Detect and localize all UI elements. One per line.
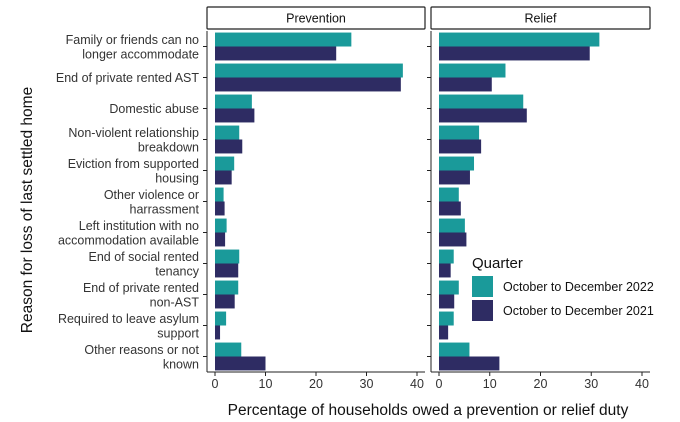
y-axis-title-group: Reason for loss of last settled home bbox=[19, 87, 36, 333]
bar-prevention-2022-5 bbox=[215, 156, 235, 171]
category-label-3: Domestic abuse bbox=[109, 102, 199, 116]
x-tick-label-prevention-10: 10 bbox=[259, 377, 273, 391]
bar-prevention-2022-9 bbox=[215, 280, 239, 295]
bar-relief-2021-8 bbox=[439, 263, 451, 278]
bar-relief-2021-11 bbox=[439, 356, 500, 371]
bar-prevention-2021-4 bbox=[215, 139, 243, 154]
category-label-11-line-2: known bbox=[163, 357, 199, 371]
bar-relief-2021-2 bbox=[439, 77, 492, 92]
category-label-8-line-2: tenancy bbox=[155, 264, 200, 278]
category-label-2: End of private rented AST bbox=[56, 71, 200, 85]
category-label-7-line-2: accommodation available bbox=[58, 233, 199, 247]
plot-area: Prevention 0 10 20 30 40 Family or friends can… bbox=[56, 6, 651, 391]
legend-label-2: October to December 2021 bbox=[503, 304, 654, 318]
bar-prevention-2021-10 bbox=[215, 325, 221, 340]
y-axis-title: Reason for loss of last settled home bbox=[19, 87, 36, 333]
strip-prevention bbox=[206, 6, 426, 30]
x-tick-label-relief-30: 30 bbox=[584, 377, 598, 391]
bar-relief-2022-1 bbox=[439, 32, 600, 47]
category-label-5-line-1: Eviction from supported bbox=[68, 157, 199, 171]
bar-prevention-2021-2 bbox=[215, 77, 401, 92]
category-label-7-line-1: Left institution with no bbox=[79, 219, 199, 233]
category-label-11-line-1: Other reasons or not bbox=[84, 343, 199, 357]
category-label-6-line-2: harrassment bbox=[130, 202, 200, 216]
bar-prevention-2022-1 bbox=[215, 32, 352, 47]
legend: Quarter October to December 2022 October … bbox=[472, 255, 654, 321]
category-label-5-line-2: housing bbox=[155, 171, 199, 185]
bar-prevention-2022-3 bbox=[215, 94, 252, 109]
bar-prevention-2021-1 bbox=[215, 46, 337, 61]
bar-prevention-2021-5 bbox=[215, 170, 232, 185]
bar-prevention-2022-4 bbox=[215, 125, 240, 140]
category-label-1-line-1: Family or friends can no bbox=[66, 33, 199, 47]
bar-relief-2022-11 bbox=[439, 342, 470, 357]
bar-prevention-2021-6 bbox=[215, 201, 225, 216]
bar-relief-2021-10 bbox=[439, 325, 449, 340]
strip-label-relief: Relief bbox=[525, 12, 557, 26]
x-tick-label-prevention-20: 20 bbox=[309, 377, 323, 391]
category-label-10-line-1: Required to leave asylum bbox=[58, 312, 199, 326]
bar-prevention-2021-3 bbox=[215, 108, 255, 123]
bar-prevention-2022-7 bbox=[215, 218, 227, 233]
bar-relief-2021-6 bbox=[439, 201, 461, 216]
x-tick-label-relief-0: 0 bbox=[436, 377, 443, 391]
bar-relief-2022-2 bbox=[439, 63, 506, 78]
bar-prevention-2022-6 bbox=[215, 187, 224, 202]
x-tick-label-relief-10: 10 bbox=[483, 377, 497, 391]
legend-key-1 bbox=[472, 276, 493, 297]
x-tick-label-relief-20: 20 bbox=[534, 377, 548, 391]
bar-relief-2021-7 bbox=[439, 232, 467, 247]
bar-relief-2022-8 bbox=[439, 249, 454, 264]
strip-label-prevention: Prevention bbox=[286, 12, 346, 26]
category-label-8-line-1: End of social rented bbox=[89, 250, 200, 264]
bar-prevention-2021-9 bbox=[215, 294, 235, 309]
bar-relief-2021-1 bbox=[439, 46, 590, 61]
bar-relief-2021-5 bbox=[439, 170, 470, 185]
bar-prevention-2021-8 bbox=[215, 263, 239, 278]
category-label-6-line-1: Other violence or bbox=[104, 188, 199, 202]
x-tick-label-prevention-30: 30 bbox=[360, 377, 374, 391]
bar-prevention-2022-10 bbox=[215, 311, 227, 326]
legend-title: Quarter bbox=[472, 255, 523, 272]
legend-key-2 bbox=[472, 300, 493, 321]
bar-relief-2022-5 bbox=[439, 156, 475, 171]
bar-prevention-2022-11 bbox=[215, 342, 242, 357]
category-label-4-line-1: Non-violent relationship bbox=[68, 126, 199, 140]
bar-prevention-2022-2 bbox=[215, 63, 403, 78]
x-tick-label-relief-40: 40 bbox=[635, 377, 649, 391]
bar-prevention-2022-8 bbox=[215, 249, 240, 264]
x-axis-title: Percentage of households owed a preventi… bbox=[228, 402, 629, 419]
bar-relief-2022-7 bbox=[439, 218, 465, 233]
category-label-10-line-2: support bbox=[157, 326, 199, 340]
bar-relief-2022-3 bbox=[439, 94, 524, 109]
bar-relief-2022-10 bbox=[439, 311, 454, 326]
legend-label-1: October to December 2022 bbox=[503, 280, 654, 294]
bar-relief-2021-4 bbox=[439, 139, 482, 154]
bar-relief-2022-9 bbox=[439, 280, 459, 295]
category-label-9-line-2: non-AST bbox=[150, 295, 200, 309]
bar-relief-2021-3 bbox=[439, 108, 527, 123]
bar-prevention-2021-11 bbox=[215, 356, 266, 371]
bar-relief-2022-4 bbox=[439, 125, 480, 140]
x-tick-label-prevention-40: 40 bbox=[410, 377, 424, 391]
category-label-1-line-2: longer accommodate bbox=[82, 47, 199, 61]
category-label-4-line-2: breakdown bbox=[138, 140, 199, 154]
x-tick-label-prevention-0: 0 bbox=[212, 377, 219, 391]
bar-relief-2021-9 bbox=[439, 294, 455, 309]
strip-relief bbox=[430, 6, 651, 30]
category-label-9-line-1: End of private rented bbox=[83, 281, 199, 295]
bar-relief-2022-6 bbox=[439, 187, 459, 202]
bar-prevention-2021-7 bbox=[215, 232, 226, 247]
